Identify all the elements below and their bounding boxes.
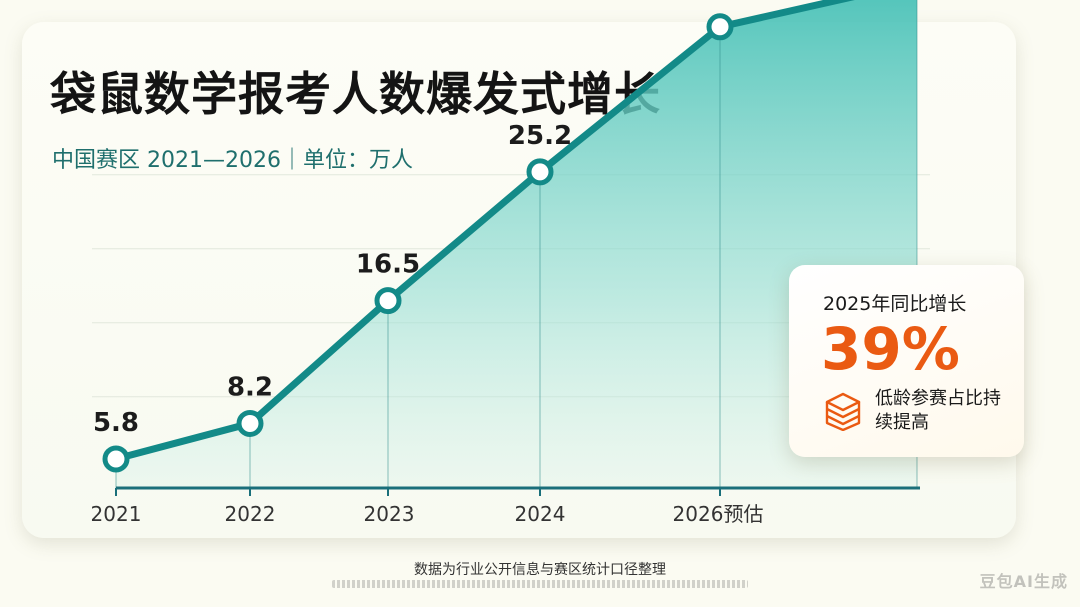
x-tick-label: 2021 [91,502,142,526]
fine-print-line [332,580,748,588]
x-tick-label: 2023 [364,502,415,526]
x-tick-labels: 2021 2022 2023 2024 2026预估 [91,502,764,526]
layers-icon [825,392,861,431]
callout-note: 低龄参赛占比持续提高 [875,388,1001,433]
series-line [112,0,855,463]
data-points [102,13,734,473]
data-label: 35 [702,0,738,6]
chart-subtitle: 中国赛区 2021—2026｜单位：万人 [52,148,413,173]
data-point [236,409,264,437]
data-point [374,287,402,315]
ai-watermark: 豆包AI生成 [979,572,1068,591]
growth-callout-card: 2025年同比增长 39% 低龄参赛占比持续提高 [789,265,1024,457]
data-label: 25.2 [508,121,572,151]
callout-title: 2025年同比增长 [823,293,967,315]
data-label: 8.2 [227,372,273,402]
data-point [706,13,734,41]
x-tick-label: 2024 [515,502,566,526]
data-label: 5.8 [93,408,139,438]
page-title: 袋鼠数学报考人数爆发式增长 [50,67,661,121]
x-axis-ticks [115,488,721,496]
x-tick-label: 2022 [225,502,276,526]
callout-value: 39% [821,315,960,383]
source-note: 数据为行业公开信息与赛区统计口径整理 [414,562,666,578]
data-point [102,445,130,473]
x-tick-label: 2026预估 [673,502,764,526]
data-point [526,158,554,186]
data-label: 16.5 [356,250,420,280]
data-labels: 5.88.216.525.23538 [93,0,738,438]
